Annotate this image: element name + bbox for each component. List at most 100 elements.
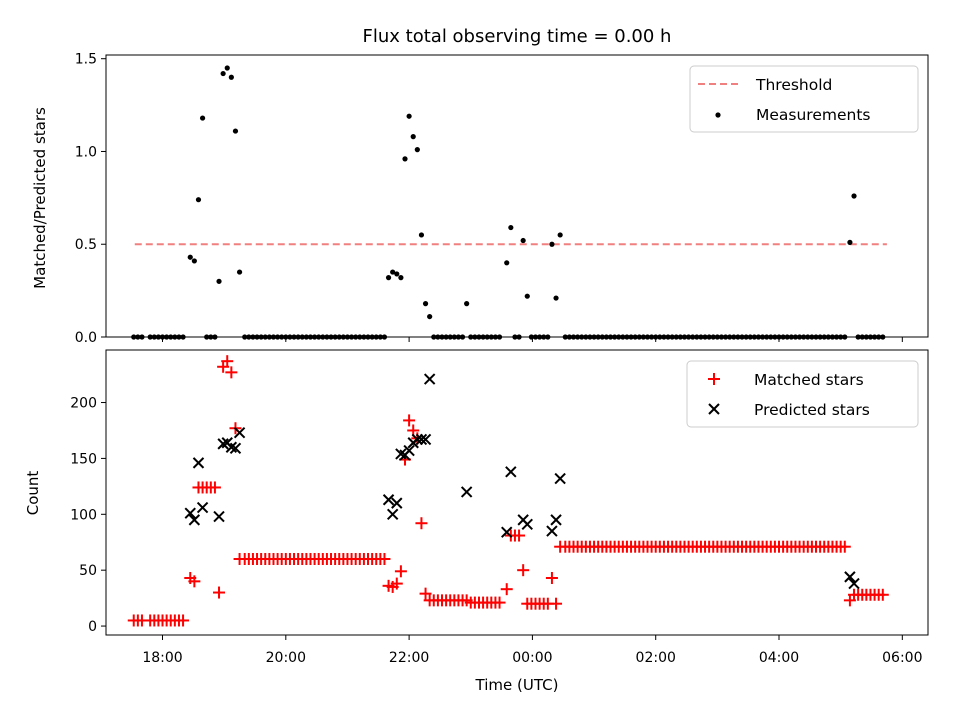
top-y-tick-label: 0.0: [75, 330, 97, 346]
bottom-y-tick-label: 50: [79, 563, 97, 579]
measurement-point: [236, 269, 243, 275]
x-tick-label: 00:00: [512, 650, 552, 666]
x-tick-label: 06:00: [882, 650, 922, 666]
matched-star-points: [127, 355, 889, 627]
top-y-ticks: 0.0 0.5 1.0 1.5: [75, 52, 106, 346]
predicted-star-point: [550, 514, 562, 526]
bottom-y-axis-label: Count: [24, 471, 42, 516]
measurement-point: [414, 147, 420, 153]
predicted-star-point: [225, 441, 238, 453]
x-tick-label: 04:00: [759, 650, 799, 666]
measurement-point: [847, 239, 853, 245]
measurement-point: [232, 128, 239, 134]
measurement-point: [427, 313, 433, 320]
top-y-tick-label: 1.5: [75, 52, 97, 68]
predicted-star-point: [213, 510, 225, 523]
legend-predicted-swatch: [708, 403, 720, 415]
predicted-star-point: [382, 494, 395, 506]
legend-matched-label: Matched stars: [754, 371, 864, 389]
measurement-point: [504, 260, 510, 266]
predicted-star-point: [411, 433, 424, 446]
matched-star-point: [876, 588, 889, 601]
bottom-y-tick-label: 150: [70, 451, 97, 467]
measurement-point: [851, 193, 857, 199]
predicted-star-point: [188, 514, 201, 526]
predicted-star-point: [415, 433, 428, 446]
measurement-point: [406, 113, 412, 119]
measurement-point: [549, 241, 555, 247]
top-y-axis-label: Matched/Predicted stars: [31, 107, 49, 289]
measurement-point: [390, 269, 396, 275]
predicted-star-point: [184, 507, 196, 519]
measurement-point: [398, 275, 404, 281]
matched-star-point: [221, 355, 234, 368]
measurement-point: [385, 275, 392, 281]
predicted-star-point: [460, 486, 473, 498]
measurement-point: [520, 237, 526, 244]
bottom-legend: Matched stars Predicted stars: [686, 360, 919, 428]
predicted-star-point: [546, 525, 558, 537]
x-tick-label: 20:00: [266, 650, 306, 666]
predicted-star-point: [217, 438, 229, 450]
matched-star-point: [378, 553, 391, 565]
matched-star-point: [390, 577, 403, 590]
bottom-y-tick-label: 100: [70, 507, 97, 523]
legend-predicted-label: Predicted stars: [754, 401, 870, 419]
legend-matched-swatch: [708, 373, 720, 385]
measurement-point: [508, 224, 514, 231]
x-tick-label: 18:00: [142, 650, 182, 666]
top-legend: Threshold Measurements: [689, 65, 919, 133]
bottom-plot-frame: [105, 349, 929, 636]
predicted-star-point: [229, 442, 242, 455]
predicted-star-point: [395, 448, 407, 460]
measurement-point: [557, 232, 563, 238]
matched-star-point: [545, 572, 558, 584]
measurement-point: [199, 115, 206, 121]
measurement-point: [464, 301, 470, 307]
x-axis-label: Time (UTC): [475, 676, 559, 694]
matched-star-point: [838, 540, 851, 553]
predicted-star-point: [521, 518, 533, 531]
predicted-star-point: [196, 501, 209, 514]
bottom-y-tick-label: 200: [70, 396, 97, 412]
x-tick-label: 02:00: [636, 650, 676, 666]
matched-star-point: [394, 565, 407, 578]
chart-title: Flux total observing time = 0.00 h: [363, 26, 672, 47]
measurement-point: [220, 70, 226, 77]
measurement-point: [195, 197, 202, 203]
measurement-point: [402, 156, 408, 162]
predicted-star-point: [386, 508, 399, 521]
top-y-tick-label: 1.0: [75, 144, 97, 160]
measurement-point: [224, 65, 230, 71]
predicted-star-point: [403, 444, 415, 457]
measurement-point: [216, 278, 222, 284]
top-panel: Flux total observing time = 0.00 h Match…: [31, 26, 929, 346]
predicted-star-point: [419, 433, 432, 446]
matched-star-point: [513, 529, 526, 542]
matched-star-point: [415, 517, 428, 530]
bottom-y-ticks: 0 50 100 150 200: [70, 396, 106, 635]
measurement-point: [418, 232, 425, 238]
predicted-star-point: [844, 571, 856, 583]
measurement-point: [410, 134, 416, 140]
measurement-point: [524, 293, 530, 299]
legend-threshold-label: Threshold: [755, 76, 832, 94]
predicted-star-point: [423, 373, 436, 385]
predicted-star-point: [505, 466, 517, 478]
matched-star-point: [493, 596, 506, 609]
predicted-star-points: [184, 373, 860, 590]
matched-star-point: [188, 575, 201, 588]
matched-star-point: [225, 366, 238, 379]
top-y-tick-label: 0.5: [75, 237, 97, 253]
bottom-x-ticks: 18:00 20:00 22:00 00:00 02:00 04:00 06:00: [142, 635, 922, 666]
predicted-star-point: [501, 526, 513, 538]
predicted-star-point: [391, 497, 403, 509]
matched-star-point: [208, 481, 221, 494]
predicted-star-point: [848, 577, 860, 590]
x-tick-label: 22:00: [389, 650, 429, 666]
measurement-point: [191, 258, 197, 264]
matched-star-point: [500, 583, 513, 596]
measurement-point: [553, 295, 559, 301]
matched-star-point: [517, 564, 530, 577]
